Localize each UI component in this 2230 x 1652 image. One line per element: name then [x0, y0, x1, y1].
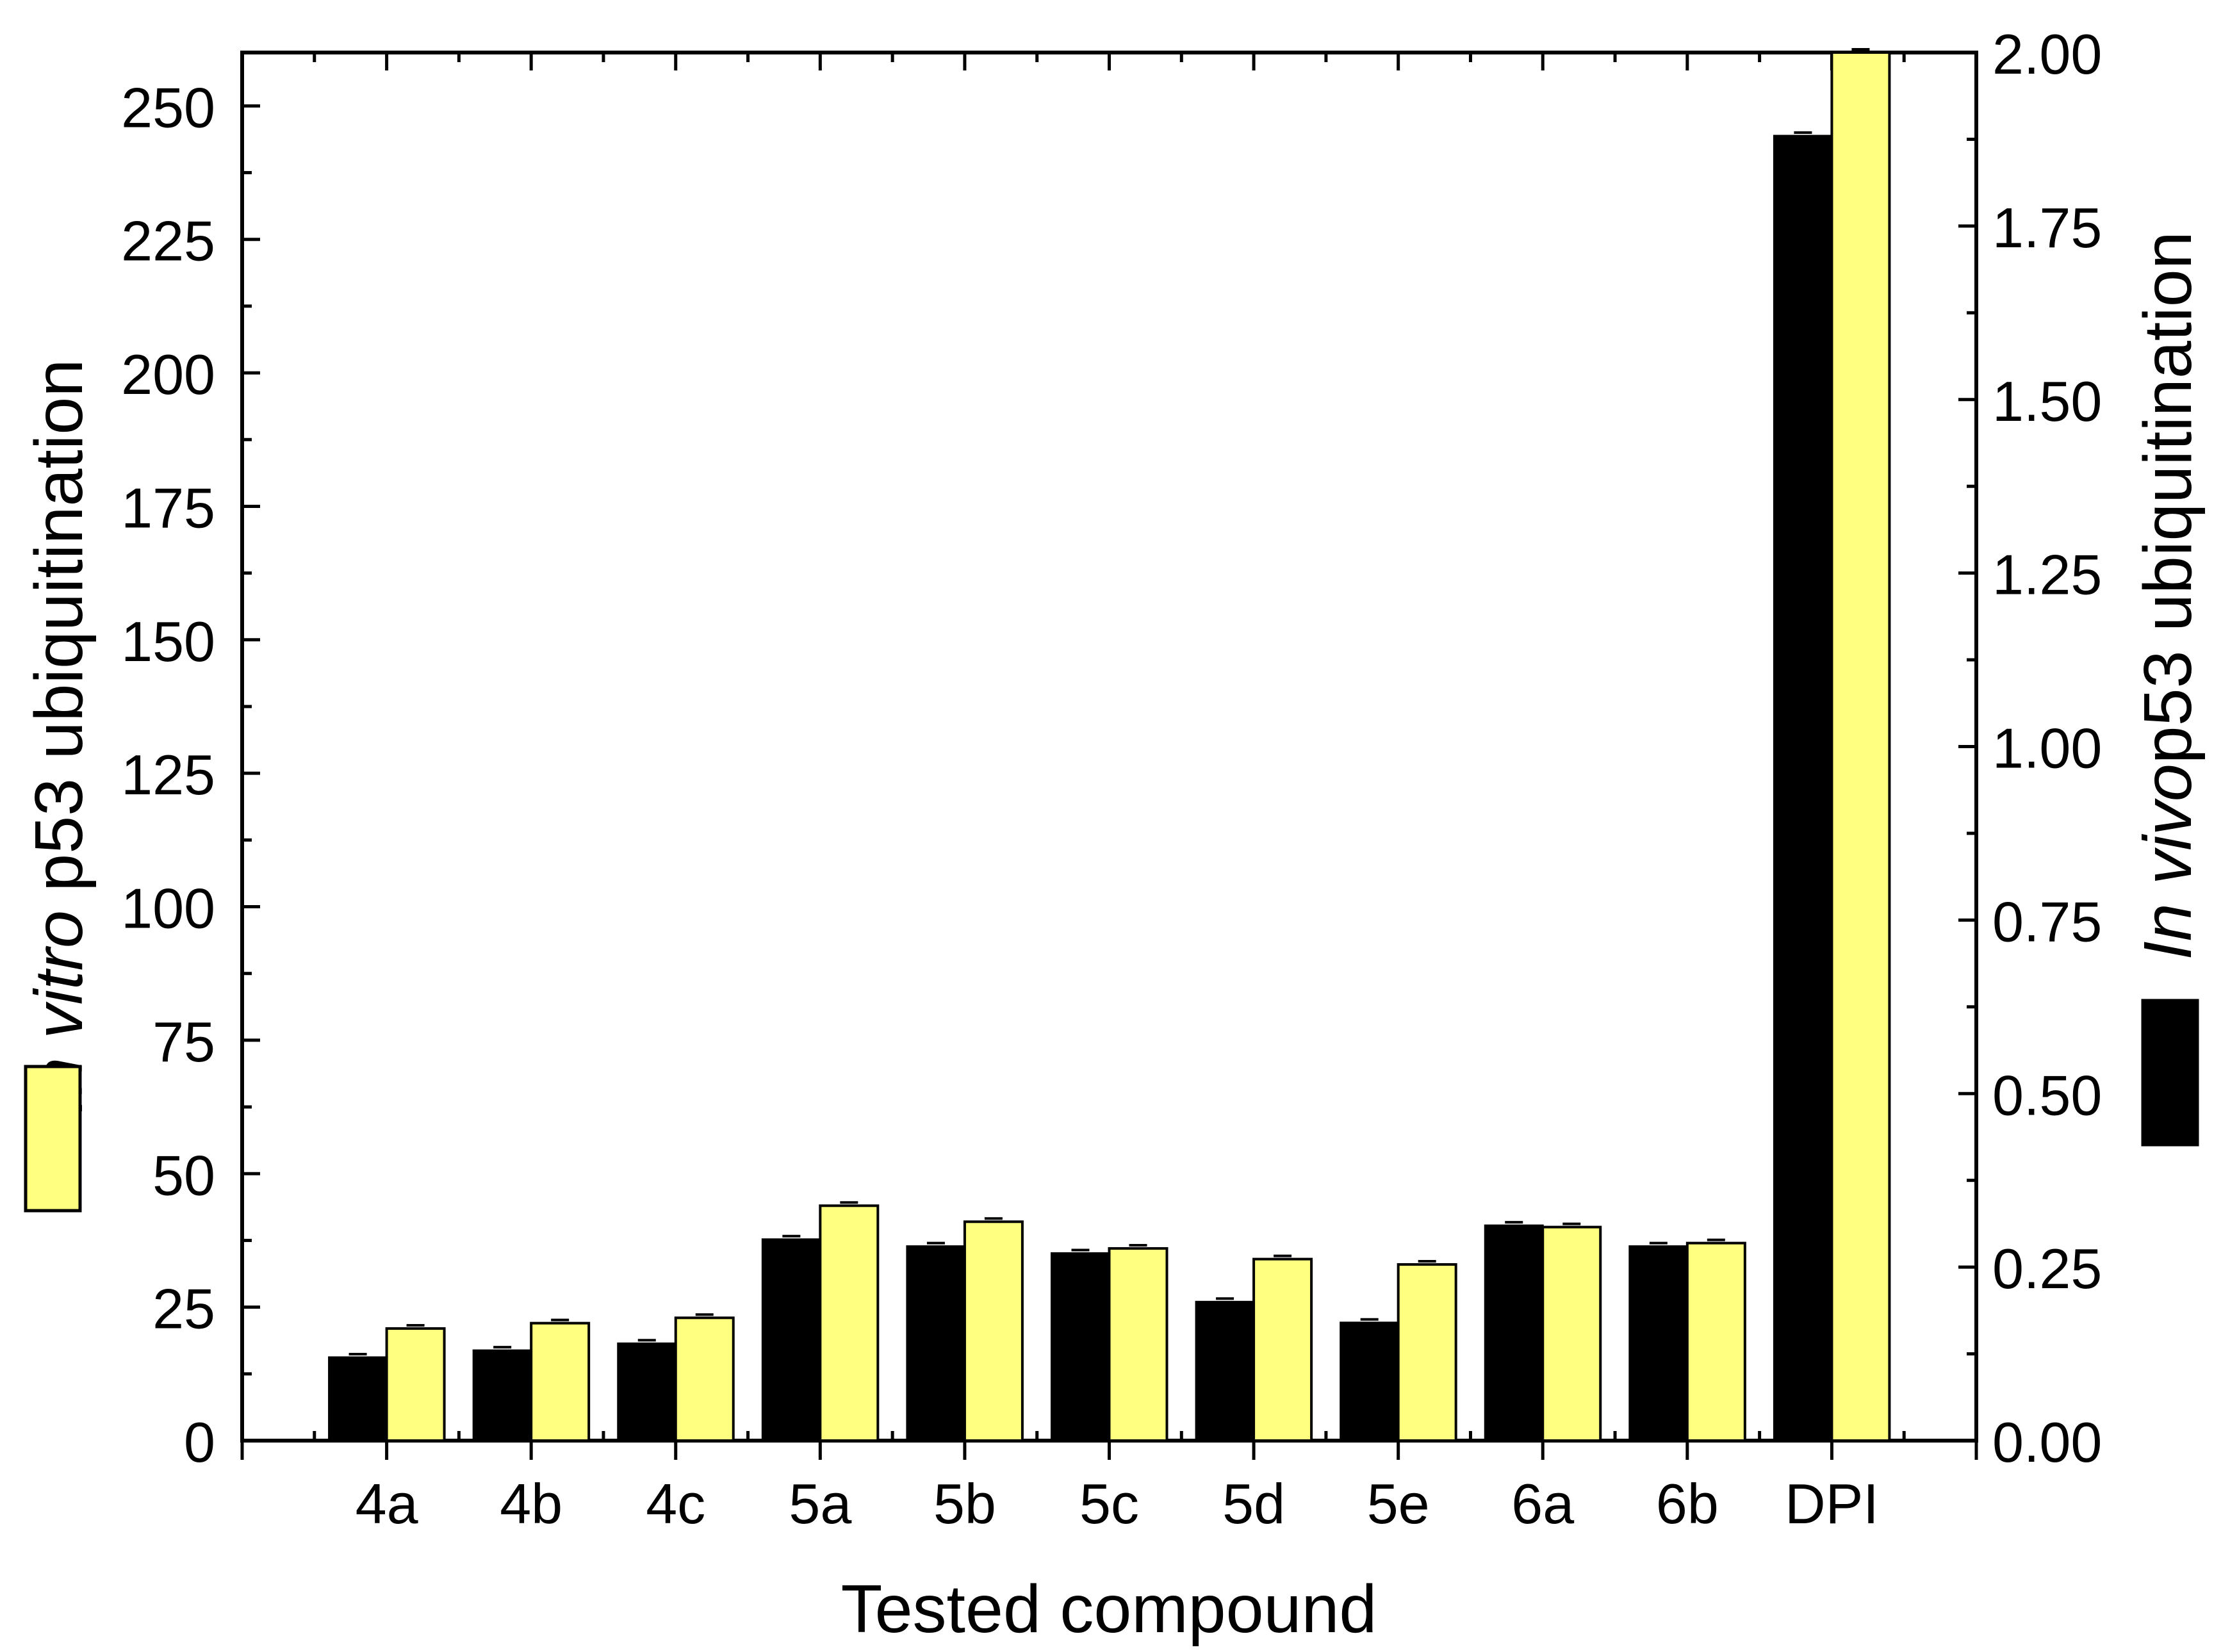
- x-axis-title: Tested compound: [841, 1571, 1377, 1647]
- bar-in-vitro: [1252, 1257, 1313, 1442]
- category-label: 5d: [1222, 1472, 1285, 1535]
- category-label: 5b: [933, 1472, 996, 1535]
- bar-in-vivo: [1628, 1245, 1689, 1442]
- category-label: 4b: [500, 1472, 562, 1535]
- left-y-axis-title: In vitro p53 ubiquitination: [21, 359, 97, 1115]
- bar-in-vitro: [530, 1321, 591, 1442]
- category-label: 4a: [356, 1472, 418, 1535]
- right-y-axis-title: In vivop53 ubiquitination: [2130, 231, 2206, 960]
- right-y-axis-title-italic: In vivo: [2130, 764, 2206, 960]
- left-tick-label: 250: [121, 76, 215, 139]
- left-tick-label: 125: [121, 743, 215, 806]
- left-tick-label: 100: [121, 877, 215, 940]
- left-tick-label: 75: [152, 1010, 215, 1074]
- right-y-axis-title-rest: p53 ubiquitination: [2130, 231, 2206, 764]
- bar-in-vivo: [761, 1238, 821, 1442]
- ticks-group: 0 25 50 75 100 125 150 175 200 225 250 0.00 0.25 0.50…: [121, 22, 2102, 1535]
- bar-in-vitro: [385, 1327, 446, 1443]
- bar-in-vivo: [617, 1342, 677, 1442]
- bar-in-vivo: [1340, 1321, 1400, 1442]
- left-tick-label: 225: [121, 209, 215, 273]
- category-label: 4c: [646, 1472, 705, 1535]
- bar-in-vivo: [1051, 1252, 1110, 1442]
- right-tick-label: 1.50: [1992, 370, 2102, 433]
- right-tick-label: 1.00: [1992, 717, 2102, 780]
- right-tick-label: 0.50: [1992, 1063, 2102, 1127]
- category-label: DPI: [1785, 1472, 1879, 1535]
- right-tick-label: 2.00: [1992, 22, 2102, 86]
- bar-in-vitro: [819, 1204, 880, 1443]
- bar-in-vitro: [1830, 51, 1891, 1442]
- category-label: 5c: [1079, 1472, 1139, 1535]
- bar-in-vivo: [1195, 1300, 1255, 1442]
- left-tick-label: 25: [152, 1277, 215, 1341]
- right-tick-label: 1.25: [1992, 543, 2102, 607]
- bar-in-vitro: [1685, 1241, 1746, 1443]
- right-tick-label: 1.75: [1992, 196, 2102, 259]
- legend-swatch-in-vitro: [24, 1065, 82, 1213]
- legend-swatch-in-vivo: [2141, 999, 2199, 1147]
- bar-in-vitro: [674, 1316, 735, 1443]
- bar-in-vivo: [328, 1356, 388, 1442]
- category-label: 6b: [1656, 1472, 1719, 1535]
- category-label: 5a: [789, 1472, 851, 1535]
- bar-in-vivo: [1773, 135, 1833, 1442]
- category-label: 5e: [1367, 1472, 1430, 1535]
- left-y-axis-title-rest: p53 ubiquitination: [21, 359, 97, 910]
- left-tick-label: 0: [184, 1411, 215, 1474]
- bar-in-vivo: [1484, 1224, 1544, 1442]
- right-tick-label: 0.75: [1992, 890, 2102, 953]
- bar-in-vivo: [472, 1349, 532, 1442]
- bar-in-vivo: [906, 1245, 966, 1442]
- left-tick-label: 175: [121, 476, 215, 539]
- bar-in-vitro: [963, 1220, 1024, 1442]
- left-tick-label: 200: [121, 343, 215, 406]
- left-tick-label: 150: [121, 610, 215, 673]
- bar-in-vitro: [1541, 1225, 1602, 1442]
- bars-group: [328, 48, 1891, 1443]
- bar-in-vitro: [1108, 1247, 1168, 1442]
- category-label: 6a: [1511, 1472, 1574, 1535]
- left-tick-label: 50: [152, 1143, 215, 1207]
- plot-frame: [240, 51, 1978, 1443]
- right-tick-label: 0.00: [1992, 1411, 2102, 1474]
- right-tick-label: 0.25: [1992, 1237, 2102, 1300]
- bar-in-vitro: [1397, 1263, 1457, 1442]
